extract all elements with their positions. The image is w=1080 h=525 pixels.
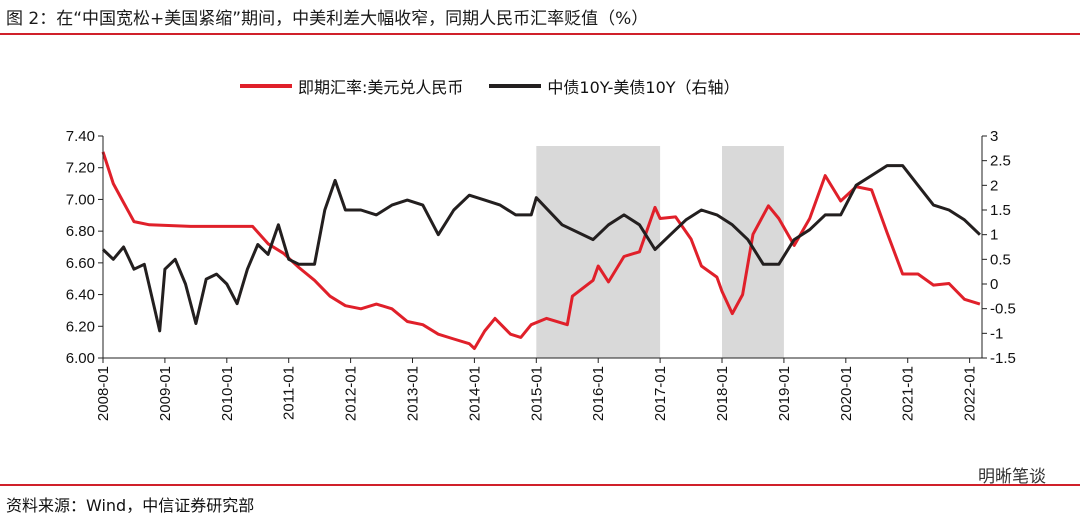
top-rule xyxy=(0,33,1080,35)
x-tick-label: 2015-01 xyxy=(528,366,545,421)
right-tick-label: 2 xyxy=(990,177,998,194)
x-tick-label: 2014-01 xyxy=(466,366,483,421)
legend-item-fx: 即期汇率:美元兑人民币 xyxy=(240,74,463,98)
x-tick-label: 2020-01 xyxy=(838,366,855,421)
legend-swatch-spread xyxy=(489,84,542,88)
right-tick-label: 3 xyxy=(990,128,998,145)
right-tick-label: 2.5 xyxy=(990,153,1011,170)
watermark: 明晰笔谈 xyxy=(978,467,1046,487)
right-tick-label: 0 xyxy=(990,276,998,293)
x-tick-label: 2022-01 xyxy=(962,366,979,421)
shaded-period-2 xyxy=(722,146,784,358)
left-tick-label: 6.00 xyxy=(66,350,95,367)
x-tick-label: 2012-01 xyxy=(343,366,360,421)
line-chart: 6.00 6.20 6.40 6.60 6.80 7.00 7.20 7.40 -1.5 -1 -0… xyxy=(66,128,1016,421)
x-tick-label: 2009-01 xyxy=(157,366,174,421)
left-tick-label: 6.80 xyxy=(66,223,95,240)
x-tick-label: 2011-01 xyxy=(281,366,298,420)
x-tick-label: 2010-01 xyxy=(219,366,236,421)
shaded-period-1 xyxy=(536,146,661,358)
left-tick-label: 6.20 xyxy=(66,318,95,335)
x-tick-label: 2019-01 xyxy=(776,366,793,421)
x-tick-label: 2017-01 xyxy=(652,366,669,421)
left-tick-label: 6.40 xyxy=(66,287,95,304)
legend-label-fx: 即期汇率:美元兑人民币 xyxy=(298,78,464,97)
x-tick-label: 2021-01 xyxy=(900,366,917,421)
right-tick-label: 1.5 xyxy=(990,202,1011,219)
x-tick-label: 2018-01 xyxy=(714,366,731,421)
legend-label-spread: 中债10Y-美债10Y（右轴） xyxy=(547,78,740,97)
legend-item-spread: 中债10Y-美债10Y（右轴） xyxy=(489,74,740,98)
x-tick-label: 2008-01 xyxy=(95,366,112,421)
figure-title: 图 2：在“中国宽松+美国紧缩”期间，中美利差大幅收窄，同期人民币汇率贬值（%） xyxy=(6,9,649,29)
right-tick-label: 1 xyxy=(990,227,998,244)
left-tick-label: 6.60 xyxy=(66,255,95,272)
x-tick-label: 2016-01 xyxy=(590,366,607,421)
left-tick-label: 7.20 xyxy=(66,160,95,177)
left-tick-label: 7.00 xyxy=(66,191,95,208)
series-line-1 xyxy=(101,151,981,350)
legend-swatch-fx xyxy=(240,84,292,88)
right-tick-label: -1.5 xyxy=(990,350,1016,367)
left-tick-label: 7.40 xyxy=(66,128,95,145)
right-tick-label: 0.5 xyxy=(990,251,1011,268)
chart-legend: 即期汇率:美元兑人民币 中债10Y-美债10Y（右轴） xyxy=(240,74,766,98)
right-tick-label: -0.5 xyxy=(990,301,1016,318)
source-note: 资料来源：Wind，中信证券研究部 xyxy=(6,496,255,515)
series-line-2 xyxy=(101,164,981,333)
bottom-rule xyxy=(0,484,1080,486)
x-tick-label: 2013-01 xyxy=(405,366,422,421)
right-tick-label: -1 xyxy=(990,325,1003,342)
